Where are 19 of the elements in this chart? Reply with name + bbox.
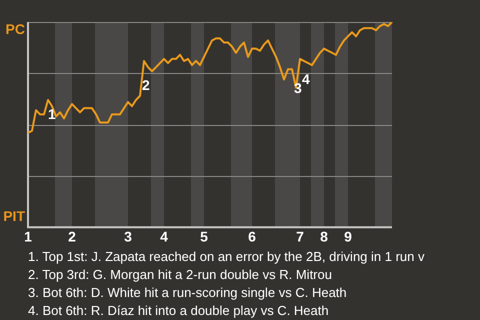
text: PC (6, 20, 25, 37)
x-tick-label: 6 (248, 228, 256, 244)
annotation: 1 (48, 106, 56, 122)
text: 1. Top 1st: J. Zapata reached on an error by the 2B, driving in 1 run v (28, 248, 426, 266)
annotation: 3 (294, 80, 302, 96)
x-tick-label: 7 (296, 228, 304, 244)
x-tick-label: 2 (68, 228, 76, 244)
text: 3. Bot 6th: D. White hit a run-scoring single vs C. Heath (28, 284, 348, 302)
x-tick-label: 3 (124, 228, 132, 244)
x-tick-label: 5 (200, 228, 208, 244)
x-tick-label: 8 (320, 228, 328, 244)
annotation: 4 (302, 70, 310, 87)
text: 4. Bot 6th: R. Díaz hit into a double play vs C. Heath (28, 302, 330, 320)
x-tick-label: 9 (344, 228, 352, 244)
text: PIT (3, 208, 26, 224)
x-tick-label: 1 (24, 228, 32, 244)
text: 2. Top 3rd: G. Morgan hit a 2-run double vs R. Mitrou (28, 266, 333, 284)
annotation: 2 (142, 76, 150, 93)
x-tick-label: 4 (160, 228, 168, 244)
